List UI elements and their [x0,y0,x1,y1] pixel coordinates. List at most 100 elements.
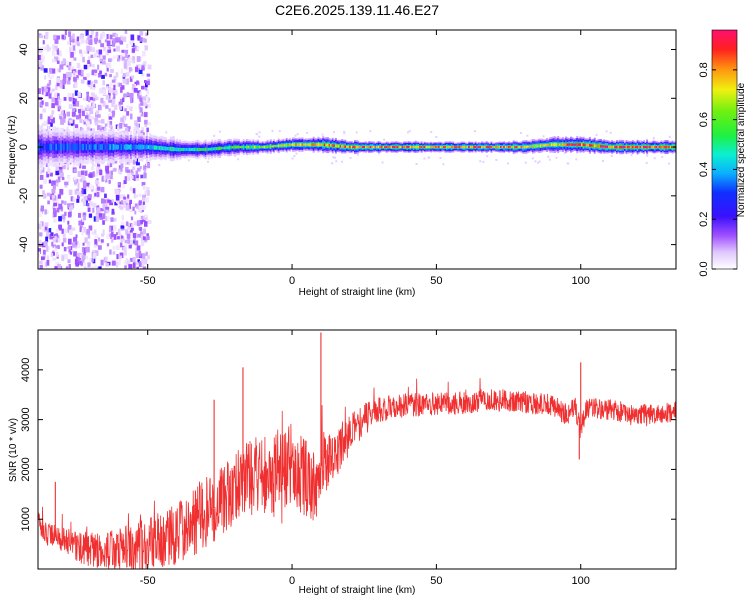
heatmap-cell [61,200,64,204]
heatmap-cell [67,226,71,233]
heatmap-cell [100,241,104,245]
heatmap-cell [90,54,94,59]
heatmap-cell [132,206,135,211]
heatmap-cell [87,234,91,239]
heatmap-cell [598,144,601,148]
heatmap-cell [294,134,297,137]
heatmap-cell [595,144,598,147]
heatmap-cell [531,145,534,148]
heatmap-cell [250,145,253,149]
heatmap-cell [115,36,118,43]
heatmap-cell [226,146,229,150]
x-tick-label: 50 [430,575,442,587]
heatmap-cell [52,208,56,214]
heatmap-cell [83,76,87,80]
heatmap-cell [661,155,664,158]
heatmap-cell [524,161,527,164]
heatmap-cell [377,146,380,149]
heatmap-cell [141,258,144,263]
heatmap-cell [211,147,214,151]
heatmap-cell [246,145,248,149]
y-tick-label: 20 [18,92,30,104]
heatmap-cell [147,219,152,224]
heatmap-cell [131,75,135,79]
heatmap-cell [617,139,620,142]
heatmap-cell [49,234,54,240]
heatmap-cell [555,143,558,146]
heatmap-cell [58,224,62,231]
heatmap-cell [111,144,114,150]
heatmap-cell [47,200,50,205]
heatmap-cell [439,157,442,159]
heatmap-cell [108,112,112,117]
heatmap-cell [341,145,344,148]
heatmap-cell [54,39,59,44]
heatmap-cell [119,169,122,175]
heatmap-cell [455,146,458,148]
heatmap-cell [68,238,72,245]
heatmap-cell [120,68,123,74]
heatmap-cell [105,216,108,222]
heatmap-cell [127,60,131,67]
heatmap-cell [88,144,91,150]
heatmap-cell [71,33,75,39]
heatmap-cell [193,148,196,151]
heatmap-cell [68,143,71,151]
heatmap-cell [41,226,45,232]
heatmap-cell [61,214,66,220]
heatmap-cell [67,93,72,98]
heatmap-cell [92,202,97,208]
heatmap-cell [242,145,245,149]
heatmap-cell [102,89,106,95]
heatmap-cell [526,134,529,137]
heatmap-cell [133,129,137,135]
heatmap-cell [377,152,380,155]
heatmap-cell [122,246,127,251]
heatmap-cell [126,221,129,227]
heatmap-cell [56,35,60,40]
heatmap-cell [249,145,252,149]
heatmap-cell [639,146,642,148]
heatmap-cell [86,246,90,253]
figure-title: C2E6.2025.139.11.46.E27 [275,2,439,18]
heatmap-cell [96,51,99,57]
heatmap-cell [46,87,51,91]
heatmap-cell [234,145,237,149]
heatmap-cell [353,145,356,149]
heatmap-cell [59,64,64,70]
heatmap-cell [608,145,610,148]
heatmap-cell [130,169,133,173]
heatmap-cell [111,260,116,266]
heatmap-cell [86,45,91,52]
heatmap-cell [69,144,72,150]
heatmap-cell [161,136,164,139]
heatmap-cell [55,202,59,207]
heatmap-cell [47,168,51,174]
heatmap-cell [143,205,146,211]
heatmap-cell [668,136,671,139]
heatmap-cell [50,232,54,236]
heatmap-cell [146,268,149,269]
heatmap-cell [217,146,220,151]
heatmap-cell [67,41,70,45]
heatmap-cell [140,215,144,220]
heatmap-cell [479,160,482,163]
heatmap-cell [45,161,49,167]
heatmap-cell [111,110,116,116]
heatmap-cell [101,198,105,204]
heatmap-cell [334,144,337,148]
heatmap-cell [452,146,455,149]
heatmap-cell [53,234,56,238]
heatmap-cell [47,83,51,87]
heatmap-cell [59,80,64,85]
heatmap-cell [50,253,53,257]
heatmap-cell [135,252,139,259]
heatmap-cell [593,144,596,148]
heatmap-cell [129,207,134,213]
heatmap-cell [206,148,209,151]
heatmap-cell [86,50,90,54]
heatmap-cell [141,127,144,133]
heatmap-cell [57,194,61,199]
heatmap-cell [590,144,593,147]
heatmap-cell [87,80,91,85]
